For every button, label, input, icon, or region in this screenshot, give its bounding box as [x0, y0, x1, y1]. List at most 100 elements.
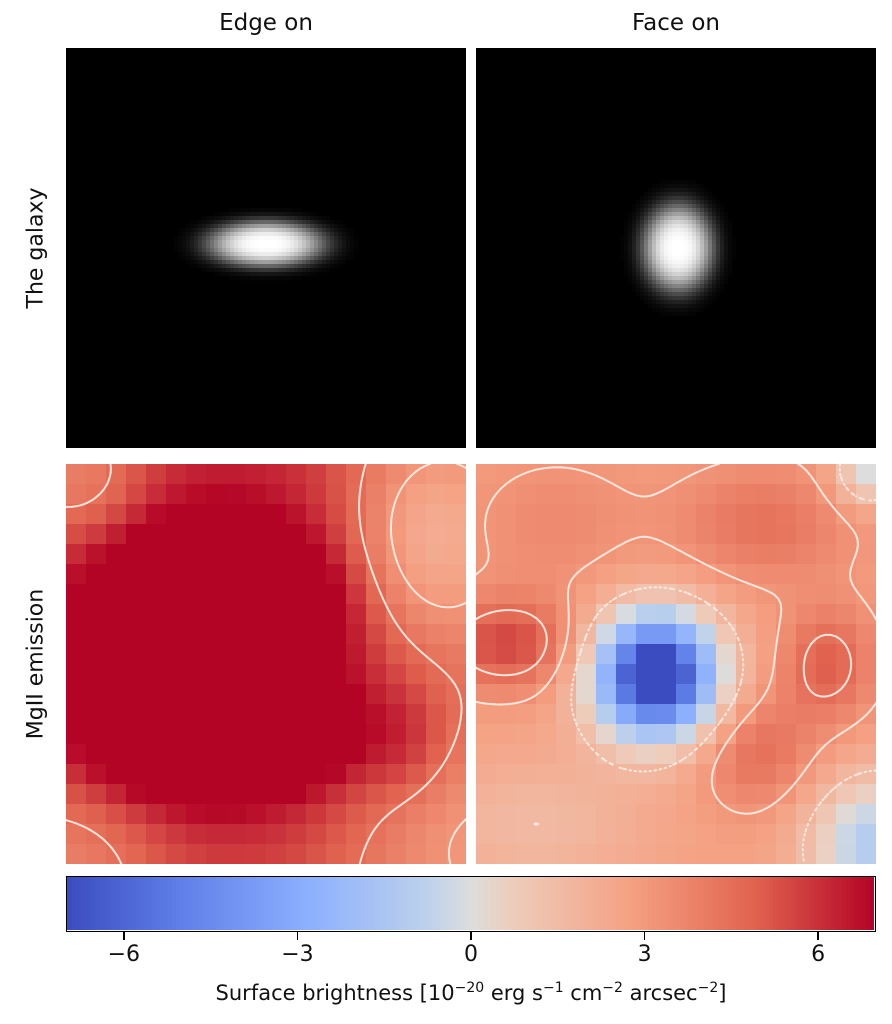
galaxy-pixel: [350, 240, 355, 245]
galaxy-pixel: [700, 260, 705, 265]
colorbar-segment: [377, 877, 383, 930]
heatmap-cell: [536, 724, 557, 745]
heatmap-cell: [836, 804, 857, 825]
galaxy-pixel: [696, 304, 701, 309]
galaxy-pixel: [676, 184, 681, 189]
galaxy-pixel: [728, 252, 733, 257]
galaxy-pixel: [270, 216, 275, 221]
heatmap-cell: [226, 464, 247, 485]
colorbar-segment: [732, 877, 738, 930]
colorbar-segment: [397, 877, 403, 930]
galaxy-pixel: [242, 248, 247, 253]
heatmap-edge-on-mgii: [66, 464, 466, 864]
colorbar-segment: [470, 877, 476, 930]
galaxy-pixel: [680, 232, 685, 237]
galaxy-pixel: [684, 280, 689, 285]
colorbar-segment: [744, 877, 750, 930]
galaxy-pixel: [254, 272, 259, 277]
galaxy-pixel: [700, 200, 705, 205]
galaxy-pixel: [700, 244, 705, 249]
heatmap-cell: [86, 484, 107, 505]
galaxy-pixel: [298, 228, 303, 233]
galaxy-pixel: [680, 288, 685, 293]
galaxy-pixel: [644, 228, 649, 233]
galaxy-pixel: [688, 228, 693, 233]
galaxy-pixel: [656, 216, 661, 221]
heatmap-cell: [266, 804, 287, 825]
galaxy-pixel: [680, 204, 685, 209]
heatmap-cell: [596, 804, 617, 825]
colorbar-segment: [692, 877, 697, 930]
heatmap-cell: [836, 684, 857, 705]
heatmap-cell: [306, 564, 327, 585]
heatmap-cell: [246, 744, 267, 765]
galaxy-pixel: [242, 260, 247, 265]
heatmap-cell: [386, 564, 407, 585]
colorbar-segment: [143, 877, 149, 930]
heatmap-cell: [516, 644, 537, 665]
galaxy-pixel: [230, 236, 235, 241]
heatmap-cell: [386, 644, 407, 665]
galaxy-pixel: [274, 240, 279, 245]
galaxy-pixel: [688, 288, 693, 293]
colorbar-segment: [752, 877, 758, 930]
heatmap-cell: [836, 824, 857, 845]
galaxy-pixel: [636, 264, 641, 269]
colorbar-segment: [430, 877, 435, 930]
heatmap-cell: [736, 524, 757, 545]
galaxy-pixel: [684, 192, 689, 197]
heatmap-cell: [856, 504, 876, 525]
galaxy-pixel: [218, 272, 223, 277]
galaxy-pixel: [668, 204, 673, 209]
heatmap-cell: [556, 784, 577, 805]
galaxy-pixel: [728, 248, 733, 253]
heatmap-cell: [556, 504, 577, 525]
galaxy-pixel: [206, 220, 211, 225]
heatmap-cell: [446, 464, 466, 485]
heatmap-cell: [246, 784, 267, 805]
heatmap-cell: [286, 684, 307, 705]
heatmap-cell: [536, 824, 557, 845]
galaxy-pixel: [692, 180, 697, 185]
galaxy-pixel: [628, 260, 633, 265]
galaxy-pixel: [716, 232, 721, 237]
galaxy-pixel: [628, 276, 633, 281]
colorbar-segment: [188, 877, 193, 930]
heatmap-cell: [246, 664, 267, 685]
galaxy-pixel: [644, 200, 649, 205]
colorbar-segment: [79, 877, 84, 930]
heatmap-cell: [656, 804, 677, 825]
galaxy-pixel: [676, 228, 681, 233]
galaxy-pixel: [684, 228, 689, 233]
galaxy-pixel: [700, 220, 705, 225]
galaxy-pixel: [298, 236, 303, 241]
galaxy-pixel: [652, 284, 657, 289]
galaxy-pixel: [628, 224, 633, 229]
heatmap-cell: [576, 744, 597, 765]
galaxy-pixel: [652, 252, 657, 257]
galaxy-pixel: [668, 308, 673, 313]
galaxy-pixel: [720, 288, 725, 293]
galaxy-pixel: [696, 260, 701, 265]
colorbar-segment: [276, 877, 282, 930]
galaxy-pixel: [234, 228, 239, 233]
galaxy-pixel: [314, 268, 319, 273]
colorbar-segment: [716, 877, 722, 930]
galaxy-pixel: [246, 244, 251, 249]
galaxy-pixel: [274, 208, 279, 213]
heatmap-cell: [326, 584, 347, 605]
galaxy-pixel: [262, 224, 267, 229]
galaxy-pixel: [242, 216, 247, 221]
galaxy-pixel: [720, 240, 725, 245]
galaxy-pixel: [656, 288, 661, 293]
galaxy-pixel: [644, 232, 649, 237]
galaxy-pixel: [688, 220, 693, 225]
heatmap-cell: [186, 844, 207, 864]
galaxy-pixel: [716, 200, 721, 205]
galaxy-pixel: [282, 232, 287, 237]
heatmap-cell: [816, 584, 837, 605]
colorbar-segment: [571, 877, 576, 930]
heatmap-cell: [816, 764, 837, 785]
galaxy-pixel: [720, 212, 725, 217]
heatmap-cell: [266, 584, 287, 605]
